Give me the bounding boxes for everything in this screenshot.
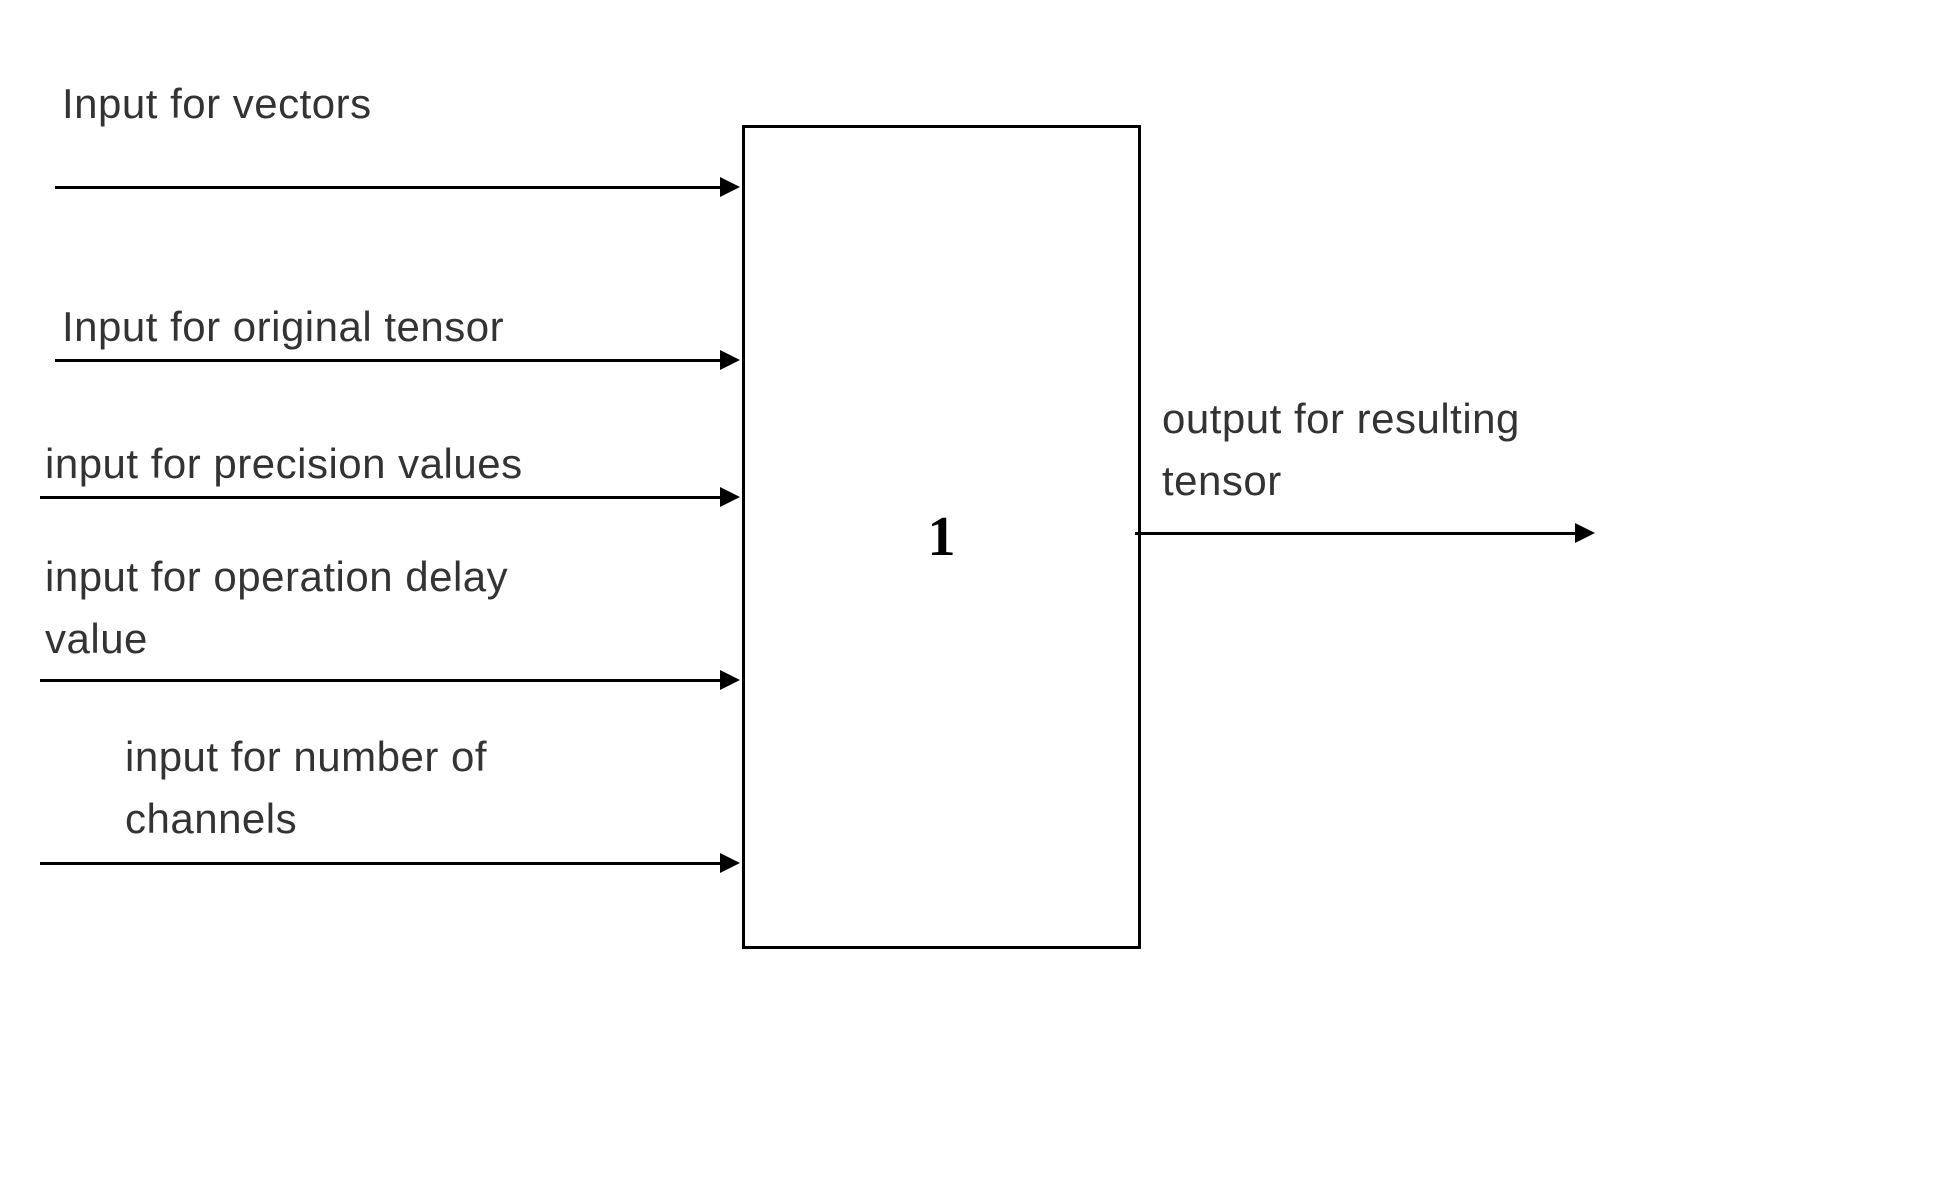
input-original-tensor-label: Input for original tensor: [62, 303, 504, 351]
input-channels-label-line2: channels: [125, 795, 297, 843]
diagram-container: 1 Input for vectors Input for original t…: [0, 0, 1959, 1193]
input-delay-label-line1: input for operation delay: [45, 553, 508, 601]
input-channels-label-line1: input for number of: [125, 733, 487, 781]
input-vectors-arrow-line: [55, 186, 720, 189]
input-precision-label: input for precision values: [45, 440, 523, 488]
input-delay-label-line2: value: [45, 615, 148, 663]
input-precision-arrow-head: [720, 487, 740, 507]
input-delay-arrow-head: [720, 670, 740, 690]
input-original-tensor-arrow-head: [720, 350, 740, 370]
input-channels-arrow-line: [40, 862, 720, 865]
input-delay-arrow-line: [40, 679, 720, 682]
input-vectors-label: Input for vectors: [62, 80, 372, 128]
processing-block: 1: [742, 125, 1141, 949]
input-precision-arrow-line: [40, 496, 720, 499]
output-tensor-label-line2: tensor: [1162, 457, 1282, 505]
input-channels-arrow-head: [720, 853, 740, 873]
input-vectors-arrow-head: [720, 177, 740, 197]
output-tensor-arrow-head: [1575, 523, 1595, 543]
output-tensor-arrow-line: [1135, 532, 1575, 535]
input-original-tensor-arrow-line: [55, 359, 720, 362]
output-tensor-label-line1: output for resulting: [1162, 395, 1520, 443]
